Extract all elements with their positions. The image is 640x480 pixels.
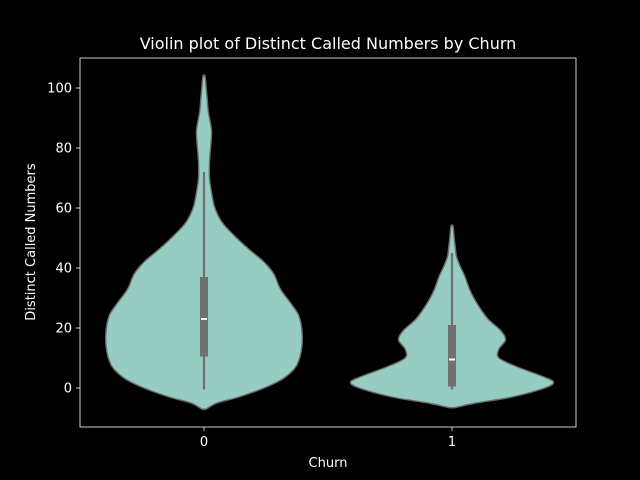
violins-layer xyxy=(104,74,555,411)
y-tick-label: 20 xyxy=(55,322,72,337)
x-axis-label: Churn xyxy=(309,456,348,471)
axes-frame xyxy=(79,57,577,428)
y-tick-label: 100 xyxy=(47,82,72,97)
x-tick-label: 1 xyxy=(448,435,456,450)
y-tick-label: 0 xyxy=(64,382,72,397)
y-tick-label: 80 xyxy=(55,142,72,157)
iqr-box-1 xyxy=(448,325,456,387)
chart-title: Violin plot of Distinct Called Numbers b… xyxy=(140,34,517,53)
y-axis-label: Distinct Called Numbers xyxy=(24,163,39,321)
y-axis-ticks: 0 20 40 60 80 100 xyxy=(47,82,80,397)
y-tick-label: 40 xyxy=(55,262,72,277)
x-tick-label: 0 xyxy=(200,435,208,450)
iqr-box-0 xyxy=(200,277,208,357)
y-tick-label: 60 xyxy=(55,202,72,217)
